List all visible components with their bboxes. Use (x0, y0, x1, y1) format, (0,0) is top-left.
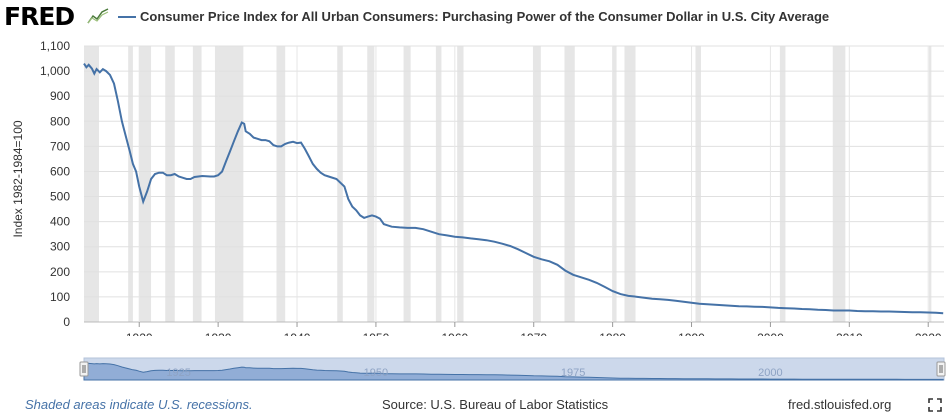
x-tick-label: 2010 (836, 331, 863, 336)
grid-lines (84, 45, 944, 323)
y-tick-label: 1,000 (40, 64, 70, 78)
recession-band (612, 46, 617, 322)
line-chart[interactable]: 0 100 200 300 400 500 600 700 800 900 1,000 1,100 1… (0, 36, 951, 336)
recession-note: Shaded areas indicate U.S. recessions. (25, 397, 253, 412)
recession-band (457, 46, 464, 322)
y-tick-label: 100 (50, 290, 70, 304)
y-axis-label: Index 1982-1984=100 (11, 120, 25, 237)
x-tick-label: 1930 (205, 331, 232, 336)
legend-series-label[interactable]: Consumer Price Index for All Urban Consu… (140, 9, 830, 24)
x-tick-label: 1990 (678, 331, 705, 336)
recession-band (564, 46, 575, 322)
y-tick-label: 300 (50, 240, 70, 254)
recession-band (276, 46, 286, 322)
navigator-labels: 1925 1950 1975 2000 (166, 367, 782, 379)
y-axis-ticks: 0 100 200 300 400 500 600 700 800 900 1,000 1,100 (40, 39, 70, 329)
x-tick-label: 1920 (126, 331, 153, 336)
recession-band (192, 46, 202, 322)
recession-band (128, 46, 133, 322)
x-axis-ticks: 1920 1930 1940 1950 1960 1970 1980 1990 2000 2010… (126, 322, 942, 336)
x-tick-label: 1950 (363, 331, 390, 336)
recession-band (403, 46, 411, 322)
chart-header: FRED Consumer Price Index for All Urban … (0, 0, 951, 36)
y-tick-label: 600 (50, 164, 70, 178)
x-tick-label: 2020 (915, 331, 942, 336)
navigator-label: 1950 (364, 367, 388, 379)
recession-band (84, 46, 99, 322)
y-tick-label: 1,100 (40, 39, 70, 53)
x-tick-label: 1980 (599, 331, 626, 336)
recession-band (832, 46, 846, 322)
y-tick-label: 0 (63, 315, 70, 329)
x-tick-label: 1960 (441, 331, 468, 336)
source-text: Source: U.S. Bureau of Labor Statistics (382, 397, 609, 412)
recession-bands (84, 46, 932, 322)
recession-band (165, 46, 175, 322)
line-chart-icon (87, 7, 109, 25)
fred-url-link[interactable]: fred.stlouisfed.org (788, 397, 892, 412)
y-tick-label: 800 (50, 114, 70, 128)
navigator-label: 2000 (758, 367, 782, 379)
y-tick-label: 400 (50, 215, 70, 229)
recession-band (337, 46, 343, 322)
navigator-label: 1925 (166, 367, 190, 379)
recession-band (695, 46, 701, 322)
y-tick-label: 200 (50, 265, 70, 279)
x-tick-label: 2000 (757, 331, 784, 336)
y-tick-label: 900 (50, 89, 70, 103)
recession-band (367, 46, 375, 322)
recession-band (624, 46, 636, 322)
x-tick-label: 1940 (284, 331, 311, 336)
y-tick-label: 700 (50, 139, 70, 153)
recession-band (929, 46, 932, 322)
recession-band (214, 46, 244, 322)
y-tick-label: 500 (50, 190, 70, 204)
navigator-background (83, 357, 945, 381)
navigator-left-handle[interactable] (79, 361, 89, 377)
navigator-label: 1975 (561, 367, 585, 379)
series-line (83, 63, 944, 315)
recession-band (139, 46, 152, 322)
navigator-series-area (83, 362, 944, 381)
recession-band (435, 46, 442, 322)
x-tick-label: 1970 (520, 331, 547, 336)
fred-logo[interactable]: FRED (4, 2, 75, 31)
recession-band (779, 46, 786, 322)
fullscreen-icon[interactable] (928, 398, 942, 412)
legend-series-swatch (118, 16, 136, 18)
navigator-right-handle[interactable] (936, 361, 946, 377)
recession-band (532, 46, 541, 322)
